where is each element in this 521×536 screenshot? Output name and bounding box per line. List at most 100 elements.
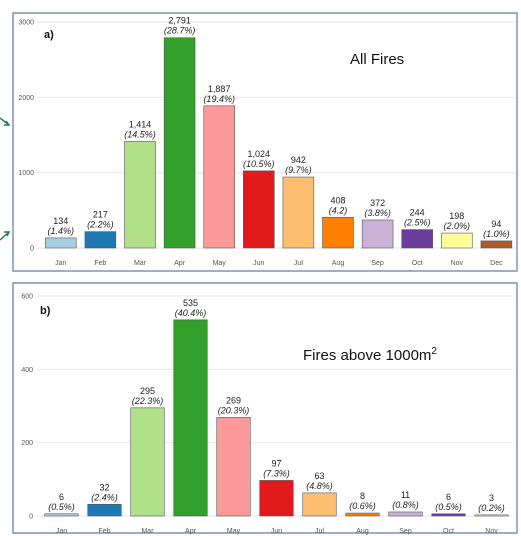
x-tick-label: Aug <box>332 260 345 267</box>
y-tick-label: 0 <box>29 514 33 521</box>
bar-value-label: 134 <box>53 216 68 226</box>
panel-b-label: b) <box>40 305 51 317</box>
x-tick-label: Feb <box>98 528 110 535</box>
bar-percent-label: (2.5%) <box>404 218 431 228</box>
x-tick-label: Jul <box>315 528 324 535</box>
bar-percent-label: (20.3%) <box>218 405 250 415</box>
x-tick-label: Sep <box>371 260 384 267</box>
y-tick-label: 2000 <box>18 95 34 102</box>
panel-a-title: All Fires <box>350 51 404 68</box>
bar-percent-label: (4.2) <box>329 205 348 215</box>
bar-percent-label: (0.5%) <box>48 502 75 512</box>
x-tick-label: Jan <box>56 528 67 535</box>
bar-percent-label: (0.6%) <box>349 501 376 511</box>
x-tick-label: Apr <box>174 260 186 267</box>
bar-value-label: 408 <box>330 195 345 205</box>
bar-mar <box>130 407 165 517</box>
y-tick-label: 0 <box>30 246 34 253</box>
x-tick-label: Dec <box>490 260 503 267</box>
panel-a-label: a) <box>44 29 54 41</box>
y-tick-label: 400 <box>21 367 33 374</box>
x-tick-label: Nov <box>451 260 464 267</box>
x-tick-label: Jul <box>294 260 303 267</box>
bar-mar <box>124 141 156 249</box>
bar-value-label: 94 <box>491 219 501 229</box>
bar-percent-label: (2.4%) <box>91 492 118 502</box>
x-tick-label: Mar <box>141 528 154 535</box>
bar-value-label: 1,887 <box>208 84 231 94</box>
x-tick-label: May <box>213 260 227 267</box>
bar-oct <box>401 229 433 249</box>
bar-percent-label: (9.7%) <box>285 165 312 175</box>
bar-value-label: 6 <box>446 492 451 502</box>
bar-value-label: 63 <box>314 471 324 481</box>
x-tick-label: Oct <box>412 260 423 267</box>
bar-value-label: 97 <box>271 458 281 468</box>
bar-jun <box>259 480 294 517</box>
panel-a: a) All Fires 0 1000 2000 3000 134(1.4%) Jan 2… <box>12 12 518 272</box>
bar-percent-label: (1.4%) <box>48 226 75 236</box>
bar-sep <box>388 511 423 517</box>
bar-value-label: 269 <box>226 395 241 405</box>
bar-jun <box>243 170 275 249</box>
bar-feb <box>87 503 122 517</box>
x-tick-label: May <box>227 528 241 535</box>
panel-a-grid: 0 1000 2000 3000 <box>18 20 517 253</box>
bar-percent-label: (0.8%) <box>392 500 419 510</box>
bar-jan <box>44 513 79 517</box>
panel-b-title-superscript: 2 <box>431 346 437 357</box>
left-arrow-upper-icon <box>0 117 11 126</box>
bar-feb <box>84 231 117 249</box>
bar-jul <box>302 492 337 517</box>
bar-value-label: 198 <box>449 211 464 221</box>
bar-value-label: 217 <box>93 210 108 220</box>
y-tick-label: 200 <box>21 440 33 447</box>
x-tick-label: Feb <box>94 260 106 267</box>
y-tick-label: 600 <box>21 294 33 301</box>
x-tick-label: Nov <box>485 528 498 535</box>
bar-oct <box>431 513 466 517</box>
bar-percent-label: (3.8%) <box>364 208 391 218</box>
bar-percent-label: (2.0%) <box>444 221 471 231</box>
bar-value-label: 535 <box>183 298 198 308</box>
bar-value-label: 32 <box>99 482 109 492</box>
bar-value-label: 1,024 <box>248 149 271 159</box>
bar-value-label: 6 <box>59 492 64 502</box>
x-tick-label: Jun <box>253 260 264 267</box>
bar-percent-label: (1.0%) <box>483 229 510 239</box>
bar-apr <box>173 319 208 517</box>
bar-percent-label: (40.4%) <box>175 308 207 318</box>
bar-percent-label: (14.5%) <box>124 129 156 139</box>
panel-a-bars: 134(1.4%) Jan 217(2.2%) Feb 1,414(14.5%) Mar 2… <box>45 16 513 267</box>
x-tick-label: Apr <box>185 528 197 535</box>
bar-percent-label: (0.5%) <box>435 502 462 512</box>
bar-percent-label: (7.3%) <box>263 468 290 478</box>
x-tick-label: Jun <box>271 528 282 535</box>
x-tick-label: Sep <box>399 528 412 535</box>
panel-b-title: Fires above 1000m2 <box>303 346 437 364</box>
bar-value-label: 295 <box>140 386 155 396</box>
bar-percent-label: (28.7%) <box>164 26 196 36</box>
x-tick-label: Oct <box>443 528 454 535</box>
bar-value-label: 8 <box>360 491 365 501</box>
left-arrow-lower-icon <box>0 231 11 241</box>
bar-nov <box>474 514 509 517</box>
bar-value-label: 372 <box>370 198 385 208</box>
bar-percent-label: (10.5%) <box>243 159 275 169</box>
bar-sep <box>361 219 394 249</box>
bar-percent-label: (0.2%) <box>478 503 505 513</box>
bar-value-label: 942 <box>291 155 306 165</box>
bar-percent-label: (19.4%) <box>203 94 235 104</box>
bar-value-label: 3 <box>489 493 494 503</box>
bar-jan <box>45 237 77 249</box>
bar-dec <box>480 240 513 249</box>
bar-percent-label: (2.2%) <box>87 220 114 230</box>
bar-value-label: 1,414 <box>129 119 152 129</box>
y-tick-label: 1000 <box>18 170 34 177</box>
bar-percent-label: (4.8%) <box>306 481 333 491</box>
bar-may <box>203 105 235 249</box>
bar-nov <box>441 232 473 249</box>
bar-may <box>216 417 251 517</box>
